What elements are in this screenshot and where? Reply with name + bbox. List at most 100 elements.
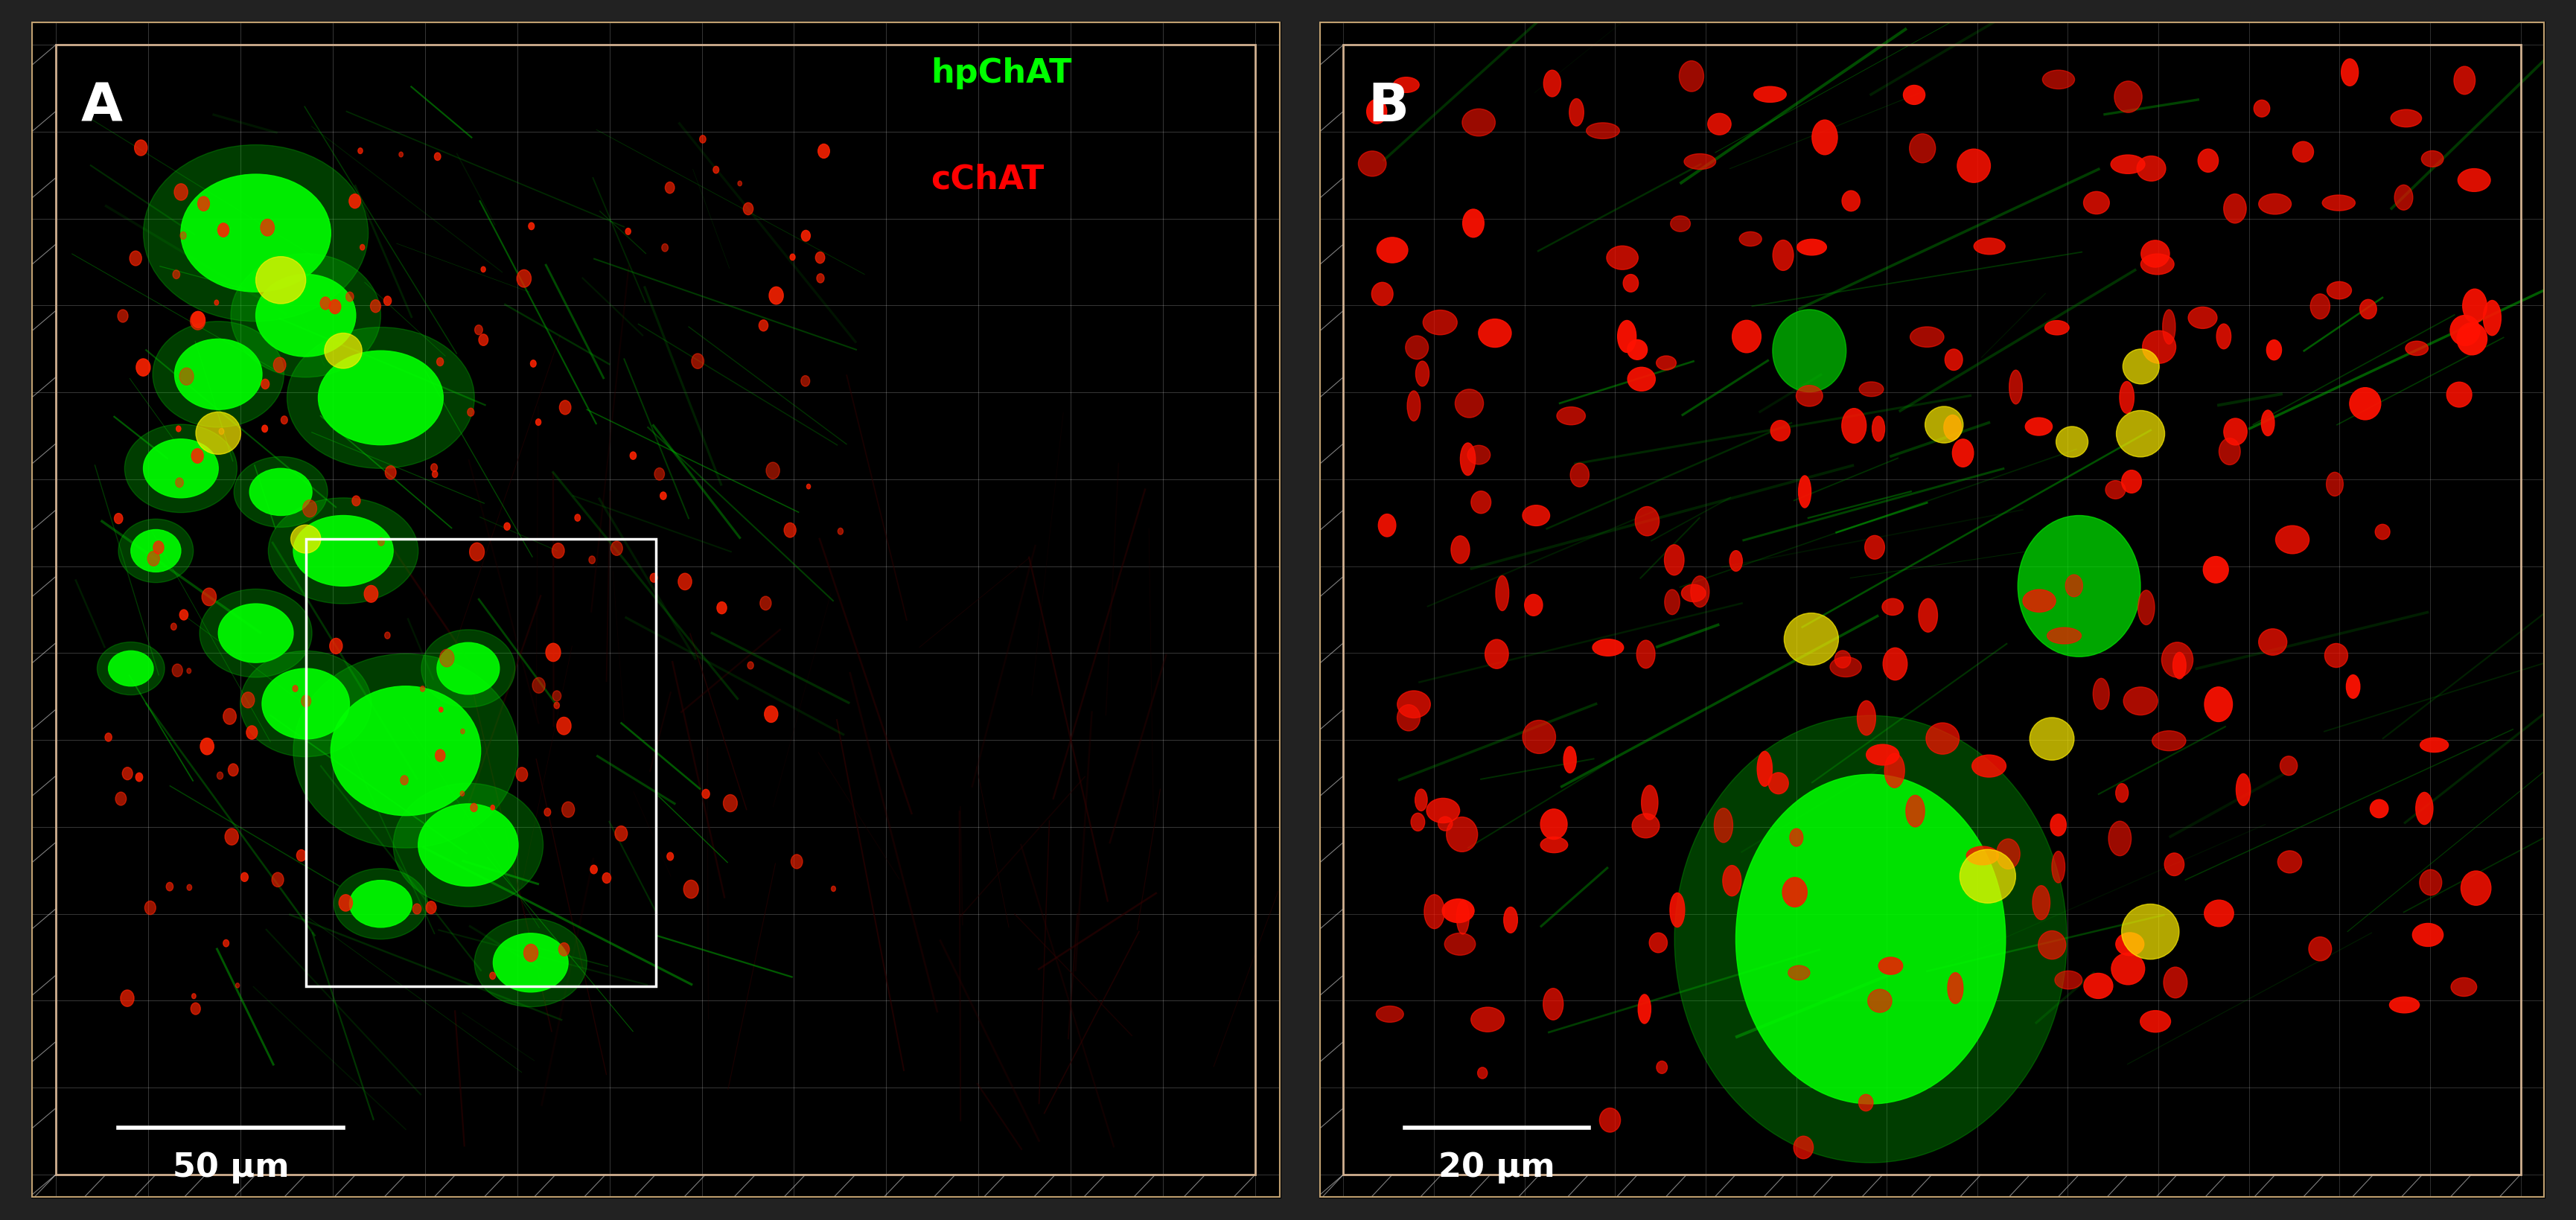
Ellipse shape [167, 882, 173, 891]
Ellipse shape [2202, 556, 2228, 583]
Ellipse shape [330, 638, 343, 654]
Ellipse shape [273, 357, 286, 373]
Ellipse shape [1757, 752, 1772, 787]
Ellipse shape [554, 691, 562, 701]
Ellipse shape [544, 809, 551, 816]
Ellipse shape [1873, 417, 1886, 442]
Ellipse shape [291, 526, 322, 554]
Ellipse shape [1945, 350, 1963, 371]
Ellipse shape [1556, 407, 1584, 426]
Ellipse shape [345, 293, 353, 303]
Ellipse shape [134, 140, 147, 156]
Ellipse shape [2038, 931, 2066, 959]
Ellipse shape [263, 669, 350, 739]
Ellipse shape [2455, 67, 2476, 95]
Ellipse shape [2141, 255, 2174, 275]
Ellipse shape [703, 789, 708, 799]
Ellipse shape [1973, 239, 2004, 255]
Ellipse shape [1958, 150, 1991, 183]
Ellipse shape [2174, 653, 2187, 680]
Ellipse shape [801, 231, 811, 242]
Ellipse shape [1865, 536, 1886, 560]
Ellipse shape [1736, 775, 2007, 1104]
Ellipse shape [1618, 321, 1636, 353]
Ellipse shape [701, 135, 706, 144]
Ellipse shape [2254, 101, 2269, 117]
Ellipse shape [2267, 340, 2282, 361]
Ellipse shape [1664, 545, 1685, 576]
Ellipse shape [1739, 232, 1762, 246]
Ellipse shape [1623, 275, 1638, 293]
Text: 20 μm: 20 μm [1437, 1150, 1556, 1183]
Ellipse shape [2115, 82, 2143, 113]
Ellipse shape [1664, 590, 1680, 615]
Ellipse shape [2419, 738, 2447, 753]
Ellipse shape [440, 649, 453, 667]
Ellipse shape [469, 543, 484, 561]
Ellipse shape [224, 709, 237, 725]
Ellipse shape [515, 767, 528, 782]
Ellipse shape [554, 703, 559, 709]
Ellipse shape [1772, 310, 1847, 393]
Ellipse shape [1414, 789, 1427, 811]
Ellipse shape [175, 339, 263, 410]
Ellipse shape [2326, 472, 2344, 497]
Ellipse shape [1713, 809, 1734, 843]
Ellipse shape [1788, 966, 1811, 980]
Ellipse shape [1911, 327, 1945, 348]
Ellipse shape [2009, 371, 2022, 405]
Ellipse shape [180, 368, 193, 386]
Ellipse shape [1628, 340, 1646, 360]
Ellipse shape [216, 772, 224, 780]
Ellipse shape [1479, 1068, 1486, 1078]
Ellipse shape [2280, 756, 2298, 776]
Ellipse shape [1811, 121, 1837, 155]
Ellipse shape [219, 428, 224, 434]
Ellipse shape [1358, 151, 1386, 177]
Ellipse shape [106, 733, 111, 742]
Ellipse shape [1883, 648, 1906, 681]
Ellipse shape [2406, 342, 2429, 356]
Ellipse shape [2293, 143, 2313, 162]
Ellipse shape [2187, 307, 2218, 329]
Ellipse shape [2391, 110, 2421, 128]
Ellipse shape [1443, 899, 1473, 922]
Ellipse shape [603, 874, 611, 883]
Ellipse shape [474, 919, 587, 1006]
Ellipse shape [616, 826, 629, 842]
Text: 50 μm: 50 μm [173, 1150, 289, 1183]
Ellipse shape [1669, 216, 1690, 232]
Ellipse shape [319, 298, 330, 310]
Ellipse shape [1422, 311, 1458, 336]
Ellipse shape [559, 943, 569, 956]
Ellipse shape [2123, 350, 2159, 384]
Ellipse shape [801, 376, 809, 387]
Ellipse shape [371, 300, 381, 314]
Ellipse shape [394, 783, 544, 906]
Ellipse shape [1543, 71, 1561, 98]
Ellipse shape [2164, 310, 2174, 345]
Ellipse shape [1564, 747, 1577, 773]
Ellipse shape [2141, 240, 2169, 268]
Ellipse shape [281, 416, 289, 425]
Ellipse shape [1378, 515, 1396, 537]
Ellipse shape [631, 453, 636, 460]
Ellipse shape [330, 687, 482, 816]
Ellipse shape [2043, 71, 2074, 89]
Ellipse shape [1406, 392, 1419, 421]
Ellipse shape [1569, 99, 1584, 127]
Ellipse shape [1906, 795, 1924, 827]
Ellipse shape [2050, 815, 2066, 836]
Ellipse shape [121, 767, 131, 780]
Ellipse shape [1842, 192, 1860, 212]
Ellipse shape [806, 484, 811, 489]
Ellipse shape [433, 471, 438, 478]
Ellipse shape [1723, 866, 1741, 897]
Ellipse shape [2483, 301, 2501, 336]
Ellipse shape [435, 750, 446, 761]
Ellipse shape [1461, 443, 1476, 476]
Ellipse shape [1790, 828, 1803, 847]
Ellipse shape [1842, 409, 1865, 444]
Ellipse shape [2110, 155, 2146, 174]
Ellipse shape [2458, 170, 2491, 193]
